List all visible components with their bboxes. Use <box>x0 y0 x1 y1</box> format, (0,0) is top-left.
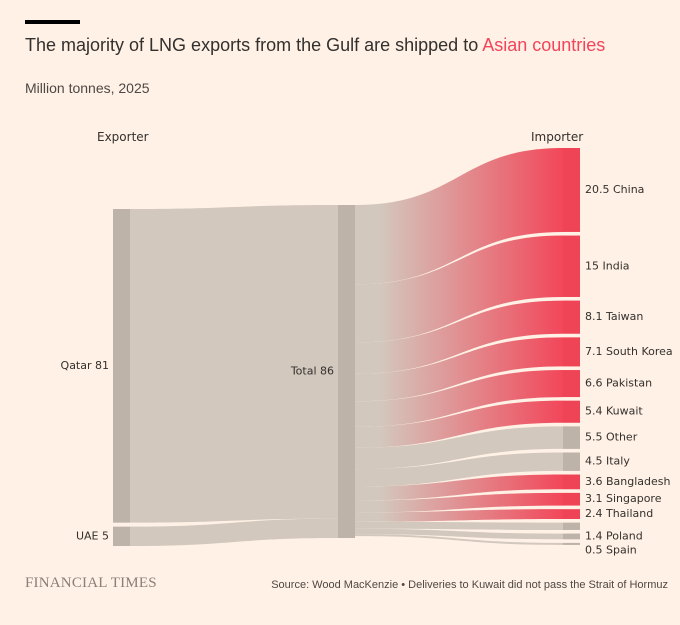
node-uae <box>113 526 130 546</box>
node-italy <box>563 452 580 471</box>
label-bangladesh: 3.6 Bangladesh <box>585 475 671 488</box>
label-india: 15 India <box>585 259 630 272</box>
label-taiwan: 8.1 Taiwan <box>585 310 643 323</box>
node-other <box>563 426 580 449</box>
label-poland: 1.4 Poland <box>585 529 643 542</box>
node-thailand <box>563 509 580 519</box>
node-spain <box>563 542 580 545</box>
flow-uae-to-total <box>130 518 338 546</box>
label-qatar: Qatar 81 <box>61 359 109 372</box>
title-highlight: Asian countries <box>482 35 606 55</box>
flow-total-to-taiwan <box>355 300 563 374</box>
node-qatar <box>113 209 130 523</box>
node-singapore <box>563 492 580 506</box>
label-pakistan: 6.6 Pakistan <box>585 377 652 390</box>
label-italy: 4.5 Italy <box>585 455 630 468</box>
node-total <box>338 205 355 538</box>
flow-total-to-south-korea <box>355 337 563 402</box>
flow-total-to-unlabeled <box>355 521 563 530</box>
flow-total-to-italy <box>355 452 563 487</box>
flow-total-to-poland <box>355 528 563 540</box>
label-spain: 0.5 Spain <box>585 543 637 556</box>
flow-total-to-pakistan <box>355 370 563 427</box>
node-china <box>563 148 580 232</box>
flow-total-to-singapore <box>355 492 563 513</box>
flow-total-to-thailand <box>355 509 563 522</box>
label-china: 20.5 China <box>585 183 644 196</box>
chart-subtitle: Million tonnes, 2025 <box>25 80 150 96</box>
flow-total-to-bangladesh <box>355 474 563 501</box>
flow-total-to-kuwait <box>355 400 563 448</box>
flow-qatar-to-total <box>130 205 338 523</box>
node-south-korea <box>563 337 580 367</box>
node-bangladesh <box>563 474 580 490</box>
node-unlabeled <box>563 522 580 530</box>
node-kuwait <box>563 400 580 423</box>
title-text: The majority of LNG exports from the Gul… <box>25 35 483 55</box>
flow-total-to-other <box>355 426 563 470</box>
flow-total-to-spain <box>355 534 563 545</box>
chart-title: The majority of LNG exports from the Gul… <box>25 35 605 56</box>
node-taiwan <box>563 300 580 334</box>
label-uae: UAE 5 <box>76 529 109 542</box>
source-note: Source: Wood MacKenzie • Deliveries to K… <box>271 579 668 591</box>
label-total: Total 86 <box>290 365 334 378</box>
label-south-korea: 7.1 South Korea <box>585 345 673 358</box>
financial-times-logo: FINANCIAL TIMES <box>25 575 157 591</box>
exporter-column-header: Exporter <box>97 130 149 144</box>
node-pakistan <box>563 370 580 398</box>
ft-header-rule <box>25 20 80 24</box>
node-india <box>563 235 580 297</box>
label-thailand: 2.4 Thailand <box>585 507 653 520</box>
node-poland <box>563 533 580 540</box>
label-singapore: 3.1 Singapore <box>585 492 662 505</box>
label-kuwait: 5.4 Kuwait <box>585 405 643 418</box>
importer-column-header: Importer <box>531 130 584 144</box>
flow-total-to-china <box>355 148 563 285</box>
label-other: 5.5 Other <box>585 431 638 444</box>
flow-total-to-india <box>355 235 563 343</box>
